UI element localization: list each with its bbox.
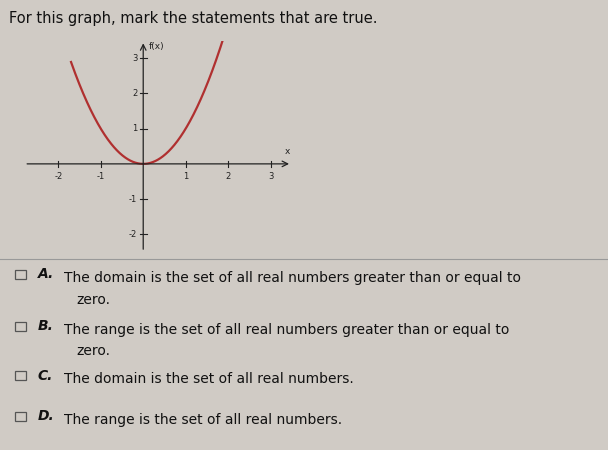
Text: -1: -1: [97, 171, 105, 180]
Text: f(x): f(x): [148, 42, 164, 51]
Text: zero.: zero.: [76, 292, 110, 306]
Text: 3: 3: [132, 54, 137, 63]
Text: 2: 2: [132, 89, 137, 98]
Text: 3: 3: [268, 171, 273, 180]
Text: 1: 1: [132, 124, 137, 133]
Text: The range is the set of all real numbers greater than or equal to: The range is the set of all real numbers…: [64, 323, 510, 337]
Text: The range is the set of all real numbers.: The range is the set of all real numbers…: [64, 413, 342, 427]
Text: 1: 1: [183, 171, 188, 180]
Text: For this graph, mark the statements that are true.: For this graph, mark the statements that…: [9, 11, 378, 26]
Text: 2: 2: [226, 171, 231, 180]
Text: x: x: [285, 147, 290, 156]
Text: The domain is the set of all real numbers.: The domain is the set of all real number…: [64, 372, 354, 386]
Text: -2: -2: [129, 230, 137, 239]
Text: D.: D.: [38, 409, 55, 423]
Text: The domain is the set of all real numbers greater than or equal to: The domain is the set of all real number…: [64, 271, 521, 285]
Text: A.: A.: [38, 267, 54, 282]
Text: C.: C.: [38, 369, 53, 383]
Text: -1: -1: [129, 194, 137, 203]
Text: -2: -2: [54, 171, 63, 180]
Text: B.: B.: [38, 319, 54, 333]
Text: zero.: zero.: [76, 344, 110, 358]
